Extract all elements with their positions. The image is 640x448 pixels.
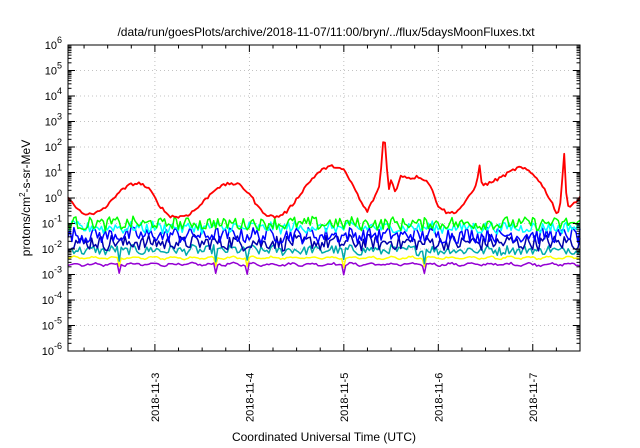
y-tick-label: 105 (45, 61, 62, 78)
y-tick-label: 104 (45, 86, 62, 103)
y-tick-label: 10-6 (42, 341, 62, 358)
y-tick-exponent: 0 (57, 188, 62, 198)
series-line-teal (67, 243, 581, 265)
series-line-yellow (67, 255, 580, 269)
y-tick-label: 10-4 (42, 290, 62, 307)
y-tick-base: 10 (45, 193, 57, 205)
x-axis-ticks: 2018-11-3 2018-11-4 2018-11-5 2018-11-6 2018… (83, 45, 557, 422)
x-tick-label: 2018-11-6 (433, 373, 445, 422)
x-tick-label: 2018-11-3 (150, 373, 162, 422)
series-lines (67, 141, 581, 276)
y-axis-title-sup: 2 (18, 192, 27, 197)
y-tick-base: 10 (45, 168, 57, 180)
y-tick-base: 10 (42, 346, 54, 358)
x-axis-title: Coordinated Universal Time (UTC) (232, 430, 416, 444)
y-tick-label: 103 (45, 112, 62, 129)
chart-title: /data/run/goesPlots/archive/2018-11-07/1… (117, 25, 535, 39)
series-line-red (67, 141, 581, 219)
y-tick-base: 10 (45, 142, 57, 154)
y-tick-exponent: 3 (57, 112, 62, 122)
y-tick-label: 10-5 (42, 316, 62, 333)
series-line-blue (67, 226, 581, 245)
x-tick-label: 2018-11-5 (339, 373, 351, 422)
y-tick-label: 10-1 (42, 214, 62, 231)
y-tick-exponent: -3 (54, 265, 62, 275)
y-tick-label: 10-3 (42, 265, 62, 282)
y-tick-exponent: 6 (57, 35, 62, 45)
y-tick-base: 10 (45, 66, 57, 78)
y-tick-base: 10 (42, 219, 54, 231)
series-line-green (67, 215, 581, 232)
y-tick-exponent: -6 (54, 341, 62, 351)
y-tick-exponent: -5 (54, 316, 62, 326)
y-axis-title-base: protons/cm (19, 197, 33, 256)
y-tick-base: 10 (45, 117, 57, 129)
y-tick-exponent: -2 (54, 239, 62, 249)
series-line-purple (67, 261, 581, 276)
y-tick-exponent: 2 (57, 137, 62, 147)
y-tick-base: 10 (45, 91, 57, 103)
y-tick-exponent: 5 (57, 61, 62, 71)
x-tick-label: 2018-11-4 (244, 373, 256, 422)
series-line-navy (67, 233, 581, 252)
y-tick-base: 10 (45, 40, 57, 52)
y-tick-label: 101 (45, 163, 62, 180)
y-tick-exponent: 1 (57, 163, 62, 173)
y-axis-title-rest: -s-sr-MeV (19, 140, 33, 193)
grid-lines (68, 45, 580, 351)
y-tick-base: 10 (42, 295, 54, 307)
y-tick-label: 10-2 (42, 239, 62, 256)
y-tick-label: 100 (45, 188, 62, 205)
y-tick-label: 106 (45, 35, 62, 52)
y-tick-exponent: 4 (57, 86, 62, 96)
y-axis-title: protons/cm2-s-sr-MeV (18, 140, 33, 256)
y-axis-ticks: 10-610-510-410-310-210-11001011021031041… (42, 35, 580, 358)
y-tick-exponent: -1 (54, 214, 62, 224)
y-tick-label: 102 (45, 137, 62, 154)
y-tick-base: 10 (42, 244, 54, 256)
y-tick-exponent: -4 (54, 290, 62, 300)
y-tick-base: 10 (42, 321, 54, 333)
y-tick-base: 10 (42, 270, 54, 282)
x-tick-label: 2018-11-7 (528, 373, 540, 422)
